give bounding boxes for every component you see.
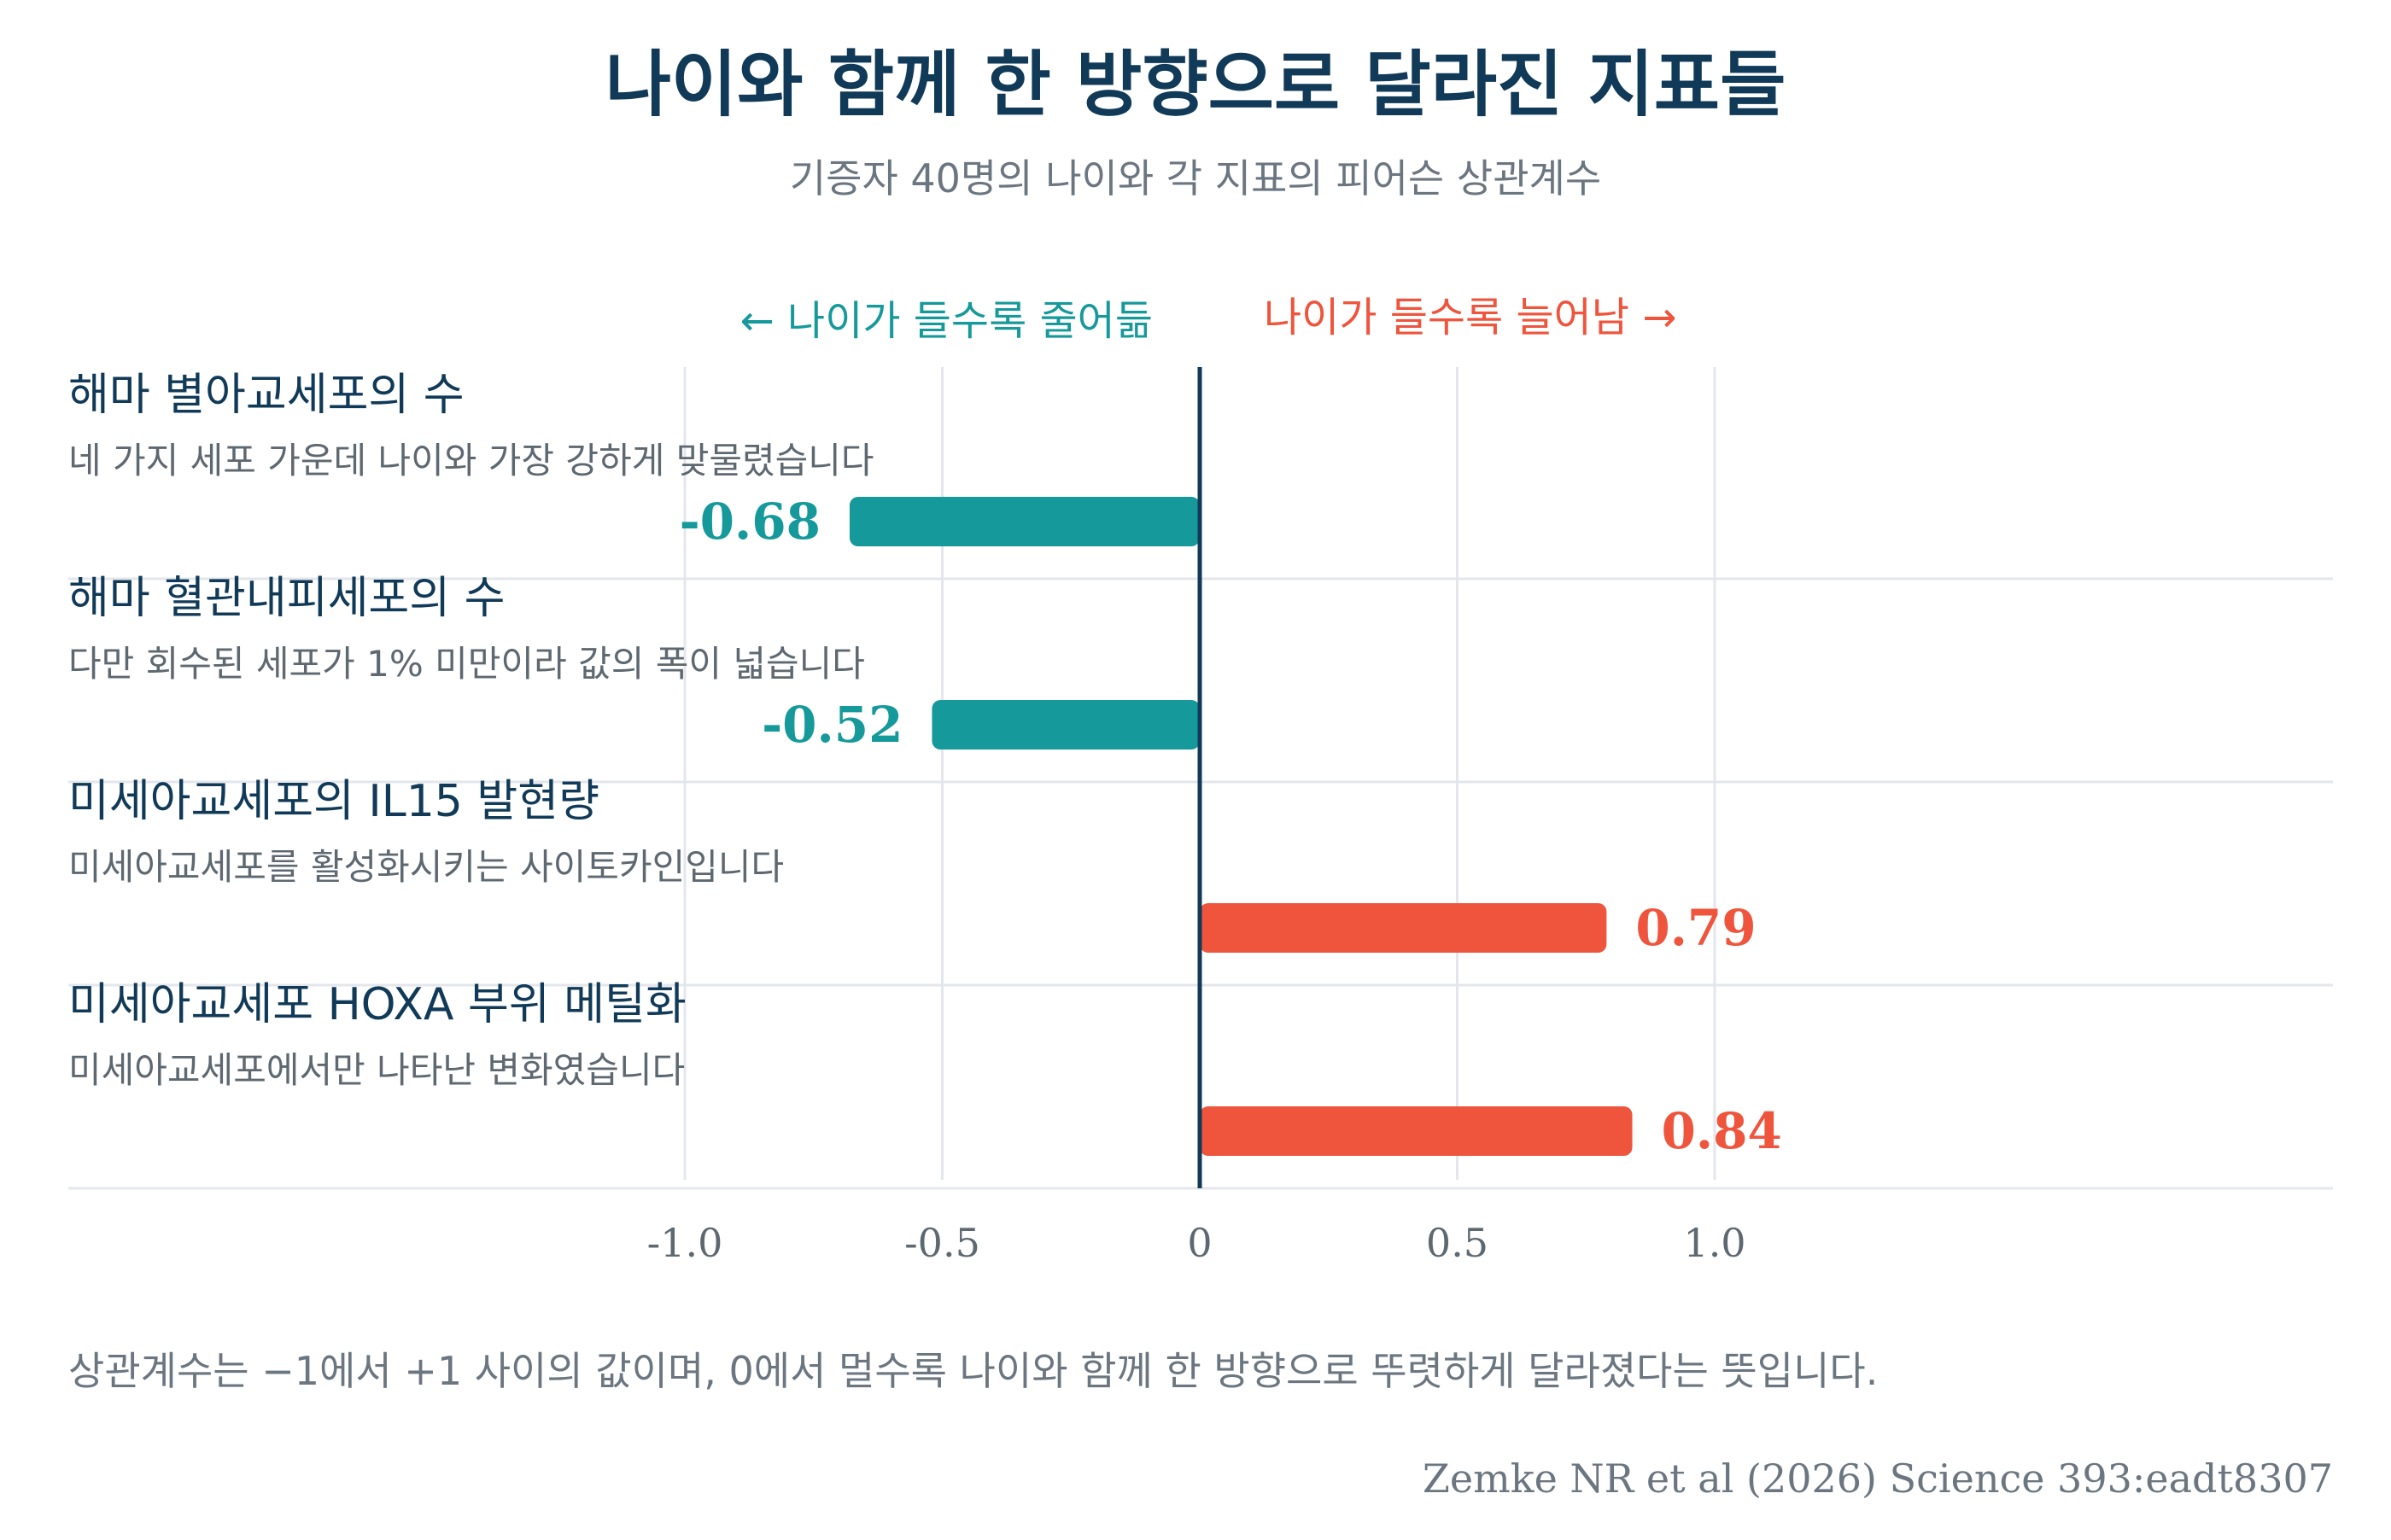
x-tick-label: 0.5 bbox=[1426, 1220, 1488, 1266]
direction-label-positive: 나이가 들수록 늘어남 → bbox=[1264, 294, 1676, 341]
x-tick-label: 1.0 bbox=[1683, 1220, 1745, 1266]
x-tick-label: 0 bbox=[1187, 1220, 1212, 1266]
data-bar bbox=[932, 700, 1200, 750]
chart-row: 해마 혈관내피세포의 수다만 회수된 세포가 1% 미만이라 값의 폭이 넓습니… bbox=[68, 573, 1200, 754]
data-label: -0.52 bbox=[762, 696, 903, 754]
data-label: 0.79 bbox=[1635, 899, 1756, 957]
row-label: 미세아교세포의 IL15 발현량 bbox=[68, 776, 599, 827]
chart-subtitle: 기증자 40명의 나이와 각 지표의 피어슨 상관계수 bbox=[790, 155, 1601, 201]
data-label: -0.68 bbox=[680, 493, 821, 551]
source-citation: Zemke NR et al (2026) Science 393:eadt83… bbox=[1423, 1455, 2333, 1502]
data-label: 0.84 bbox=[1662, 1102, 1782, 1160]
data-bar bbox=[1200, 903, 1607, 953]
chart-title: 나이와 함께 한 방향으로 달라진 지표들 bbox=[605, 43, 1786, 126]
x-tick-label: -1.0 bbox=[647, 1220, 723, 1266]
row-label: 해마 별아교세포의 수 bbox=[68, 370, 465, 421]
row-note: 다만 회수된 세포가 1% 미만이라 값의 폭이 넓습니다 bbox=[68, 643, 865, 685]
row-label: 해마 혈관내피세포의 수 bbox=[68, 573, 505, 624]
row-note: 미세아교세포에서만 나타난 변화였습니다 bbox=[68, 1049, 685, 1091]
chart-rows: 해마 별아교세포의 수네 가지 세포 가운데 나이와 가장 강하게 맞물렸습니다… bbox=[68, 370, 1782, 1160]
x-tick-label: -0.5 bbox=[904, 1220, 980, 1266]
row-label: 미세아교세포 HOXA 부위 메틸화 bbox=[68, 979, 687, 1030]
chart-row: 해마 별아교세포의 수네 가지 세포 가운데 나이와 가장 강하게 맞물렸습니다… bbox=[68, 370, 1200, 551]
direction-label-negative: ← 나이가 들수록 줄어듦 bbox=[740, 297, 1153, 345]
row-note: 미세아교세포를 활성화시키는 사이토카인입니다 bbox=[68, 846, 784, 888]
row-note: 네 가지 세포 가운데 나이와 가장 강하게 맞물렸습니다 bbox=[68, 440, 874, 481]
data-bar bbox=[1200, 1106, 1633, 1156]
data-bar bbox=[849, 497, 1200, 546]
footnote: 상관계수는 −1에서 +1 사이의 값이며, 0에서 멀수록 나이와 함께 한 … bbox=[68, 1348, 1878, 1394]
x-axis-ticks: -1.0 -0.5 0 0.5 1.0 bbox=[647, 1220, 1746, 1266]
